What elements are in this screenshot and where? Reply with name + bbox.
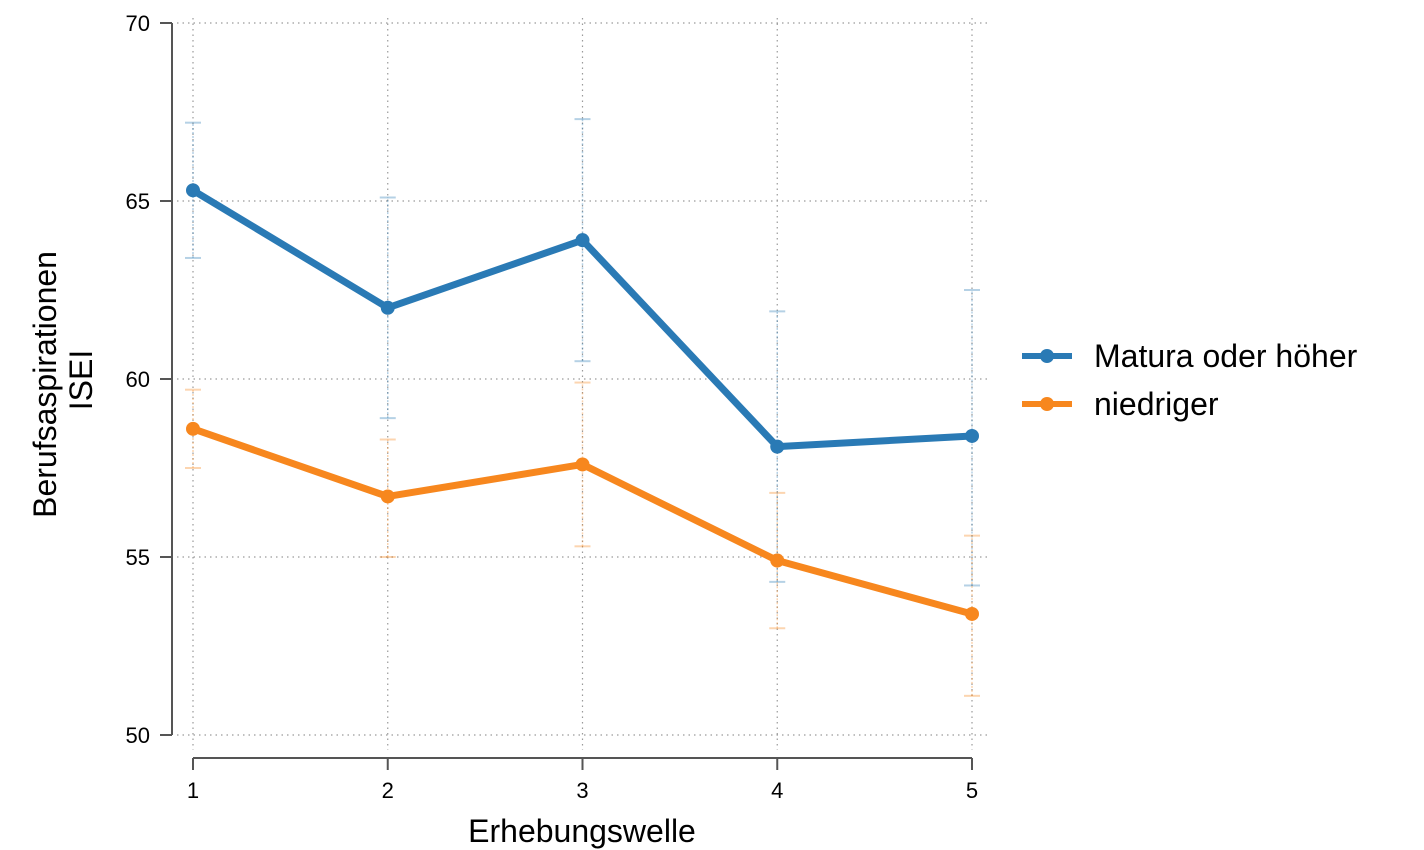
- y-tick-label: 70: [126, 11, 150, 36]
- confidence-intervals: [185, 118, 980, 697]
- y-tick-label: 65: [126, 189, 150, 214]
- x-tick-label: 4: [771, 778, 783, 803]
- legend-item-matura: Matura oder höher: [1022, 338, 1358, 374]
- x-tick-label: 5: [966, 778, 978, 803]
- y-tick-label: 60: [126, 367, 150, 392]
- grid-lines: [177, 18, 990, 750]
- y-axis-title: Berufsaspirationen ISEI: [27, 242, 99, 518]
- y-axis-title-line-2: ISEI: [63, 350, 99, 410]
- x-tick-label: 3: [576, 778, 588, 803]
- data-point: [965, 606, 979, 621]
- data-point: [380, 489, 395, 504]
- data-point: [380, 300, 395, 315]
- legend-item-niedriger: niedriger: [1022, 386, 1219, 422]
- legend: Matura oder höher niedriger: [1022, 338, 1358, 422]
- tick-labels: 50 55 60 65 70 1 2 3 4 5: [126, 11, 979, 803]
- legend-swatch-marker: [1040, 349, 1054, 363]
- y-axis-title-line-1: Berufsaspirationen: [27, 251, 63, 518]
- legend-label: niedriger: [1094, 386, 1219, 422]
- legend-swatch-marker: [1040, 397, 1054, 411]
- data-point: [770, 439, 785, 454]
- data-point: [770, 553, 785, 568]
- data-point: [575, 457, 590, 472]
- axes: [160, 22, 973, 770]
- x-axis-title: Erhebungswelle: [468, 813, 696, 849]
- data-point: [575, 233, 590, 248]
- series-lines: [186, 183, 979, 621]
- y-tick-label: 50: [126, 723, 150, 748]
- y-tick-label: 55: [126, 545, 150, 570]
- data-point: [965, 428, 979, 443]
- data-point: [186, 421, 200, 436]
- x-tick-label: 2: [382, 778, 394, 803]
- data-point: [186, 183, 200, 198]
- x-tick-label: 1: [187, 778, 199, 803]
- legend-label: Matura oder höher: [1094, 338, 1358, 374]
